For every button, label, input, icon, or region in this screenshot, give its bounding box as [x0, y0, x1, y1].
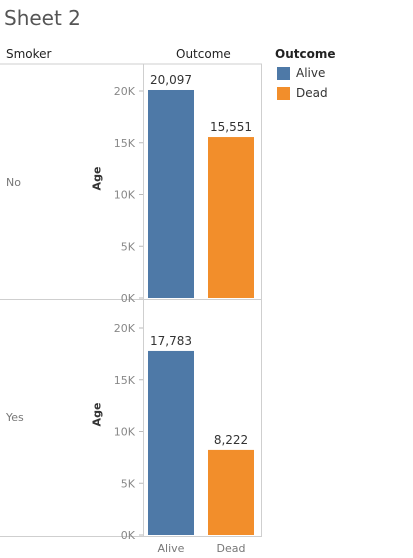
bar-yes-alive — [148, 350, 194, 535]
y-tick-label: 0K — [121, 529, 136, 542]
legend-label-alive: Alive — [296, 66, 326, 80]
data-label: 17,783 — [150, 334, 192, 348]
x-tick-label: Alive — [158, 542, 185, 555]
data-label: 20,097 — [150, 73, 192, 87]
legend-item-alive[interactable]: Alive — [277, 66, 325, 80]
data-label: 8,222 — [214, 433, 248, 447]
legend-label-dead: Dead — [296, 86, 328, 100]
row-label-yes: Yes — [6, 411, 24, 424]
bar-no-alive — [148, 89, 194, 298]
y-tick-label: 20K — [114, 85, 136, 98]
y-tick-label: 10K — [114, 426, 136, 439]
x-tick-label: Dead — [217, 542, 246, 555]
y-tick-label: 5K — [121, 477, 136, 490]
legend-swatch-alive — [277, 66, 290, 80]
legend-item-dead[interactable]: Dead — [277, 86, 328, 100]
legend-title: Outcome — [275, 47, 336, 61]
y-tick-label: 0K — [121, 292, 136, 305]
legend-swatch-dead — [277, 86, 290, 100]
y-tick-label: 15K — [114, 374, 136, 387]
y-tick-label: 5K — [121, 240, 136, 253]
row-header-smoker: Smoker — [6, 47, 52, 61]
sheet-title: Sheet 2 — [4, 6, 81, 30]
column-header-outcome: Outcome — [176, 47, 231, 61]
bar-yes-dead — [208, 449, 254, 535]
data-label: 15,551 — [210, 120, 252, 134]
y-tick-label: 10K — [114, 189, 136, 202]
row-label-no: No — [6, 176, 21, 189]
y-tick-label: 15K — [114, 137, 136, 150]
bar-no-dead — [208, 137, 254, 298]
y-tick-label: 20K — [114, 322, 136, 335]
